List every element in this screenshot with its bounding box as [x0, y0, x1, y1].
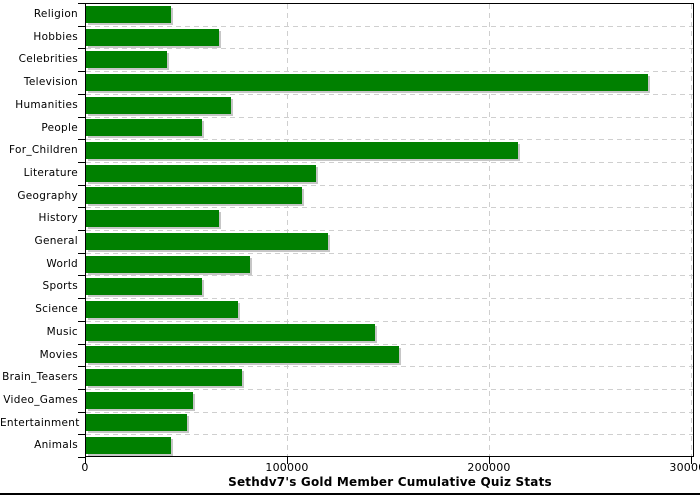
- bar: [86, 119, 203, 137]
- y-tick: [78, 48, 85, 49]
- y-tick: [78, 457, 85, 458]
- y-tick-label: History: [38, 212, 78, 225]
- bar: [86, 255, 250, 273]
- gridline-horizontal: [86, 48, 693, 50]
- gridline-horizontal: [86, 71, 693, 73]
- y-tick-label: For_Children: [9, 144, 78, 157]
- bar: [86, 369, 242, 386]
- y-tick-label: Sports: [42, 280, 78, 293]
- plot-area: [85, 3, 694, 457]
- x-tick-label: 0: [81, 461, 89, 474]
- y-tick-label: Television: [23, 76, 78, 89]
- bar: [86, 28, 220, 46]
- y-tick: [78, 26, 85, 27]
- gridline-horizontal: [86, 366, 693, 368]
- gridline-vertical: [287, 4, 288, 456]
- y-tick-label: Music: [46, 325, 78, 338]
- bar: [86, 232, 329, 250]
- bar: [86, 164, 317, 182]
- bar: [86, 51, 167, 69]
- x-tick-label: 300000: [669, 461, 700, 474]
- bar: [86, 300, 238, 318]
- y-tick: [78, 185, 85, 186]
- y-tick-label: Celebrities: [18, 53, 78, 66]
- y-tick-label: General: [34, 235, 78, 247]
- bar: [86, 278, 203, 296]
- bar: [86, 414, 187, 432]
- y-tick-label: Animals: [34, 439, 78, 452]
- y-tick: [78, 366, 85, 367]
- bar: [86, 96, 232, 114]
- x-tick: [85, 457, 86, 464]
- y-tick: [78, 117, 85, 118]
- bar: [86, 73, 648, 91]
- y-tick-label: Humanities: [15, 98, 78, 111]
- y-tick-label: Video_Games: [3, 393, 78, 406]
- y-tick: [78, 321, 85, 322]
- gridline-horizontal: [86, 230, 693, 231]
- gridline-horizontal: [86, 207, 693, 209]
- y-tick-label: People: [41, 121, 78, 134]
- gridline-horizontal: [86, 184, 693, 186]
- x-tick: [489, 457, 490, 464]
- gridline-horizontal: [86, 411, 693, 413]
- gridline-horizontal: [86, 139, 693, 141]
- gridline-horizontal: [86, 93, 693, 95]
- bar: [86, 437, 171, 455]
- y-tick: [78, 344, 85, 345]
- bar: [86, 187, 303, 205]
- y-tick: [78, 139, 85, 140]
- gridline-vertical: [489, 4, 490, 456]
- bar: [86, 391, 194, 409]
- chart-title: Sethdv7's Gold Member Cumulative Quiz St…: [228, 475, 552, 489]
- y-tick: [78, 298, 85, 299]
- gridline-horizontal: [86, 252, 693, 254]
- gridline-vertical: [691, 4, 692, 456]
- y-tick: [78, 162, 85, 163]
- y-tick: [78, 412, 85, 413]
- y-tick: [78, 253, 85, 254]
- y-tick-label: Brain_Teasers: [2, 371, 78, 384]
- bar: [86, 142, 519, 159]
- y-tick-label: Geography: [17, 189, 78, 202]
- y-tick-label: Literature: [23, 166, 78, 179]
- x-tick-label: 100000: [265, 461, 309, 474]
- gridline-horizontal: [86, 25, 693, 27]
- y-tick: [78, 389, 85, 390]
- gridline-horizontal: [86, 116, 693, 118]
- y-tick: [78, 207, 85, 208]
- x-tick: [287, 457, 288, 464]
- bar: [86, 346, 400, 364]
- y-tick-label: Religion: [33, 8, 78, 20]
- gridline-horizontal: [86, 434, 693, 436]
- gridline-horizontal: [86, 343, 693, 345]
- bar: [86, 323, 375, 341]
- y-tick: [78, 275, 85, 276]
- y-tick-label: Hobbies: [33, 30, 78, 43]
- y-tick-label: Science: [35, 303, 78, 316]
- y-tick: [78, 94, 85, 95]
- gridline-horizontal: [86, 275, 693, 277]
- bottom-border-line: [0, 493, 700, 495]
- y-tick-label: World: [46, 257, 78, 270]
- gridline-horizontal: [86, 388, 693, 390]
- y-tick-label: Movies: [39, 348, 78, 361]
- bar: [86, 210, 220, 228]
- gridline-horizontal: [86, 161, 693, 163]
- bar: [86, 5, 171, 23]
- y-tick: [78, 3, 85, 4]
- x-tick: [691, 457, 692, 464]
- gridline-horizontal: [86, 298, 693, 300]
- y-tick: [78, 71, 85, 72]
- gridline-horizontal: [86, 320, 693, 322]
- y-tick: [78, 434, 85, 435]
- y-tick: [78, 230, 85, 231]
- x-tick-label: 200000: [467, 461, 511, 474]
- y-tick-label: Entertainment: [0, 416, 80, 429]
